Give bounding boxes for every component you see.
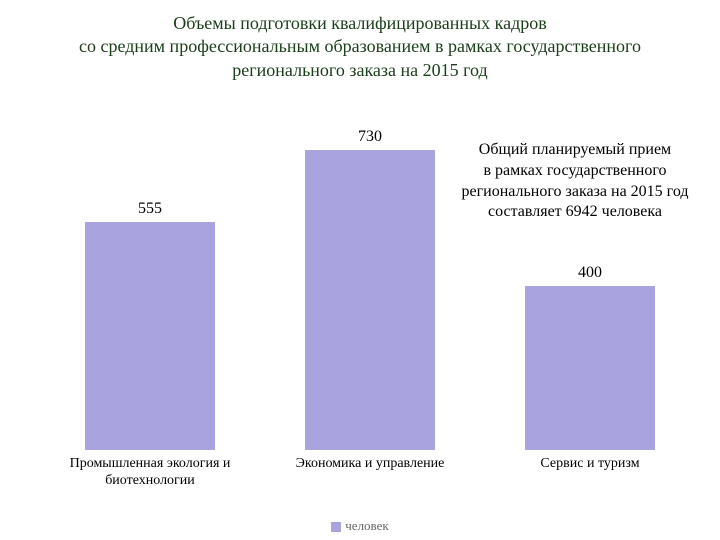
bar-value-label: 400 (578, 264, 602, 282)
bar-group: 730Экономика и управление (290, 128, 450, 450)
title-line: со средним профессиональным образованием… (20, 35, 700, 58)
annotation-text: Общий планируемый приемв рамках государс… (440, 140, 710, 223)
annotation-line: составляет 6942 человека (440, 202, 710, 223)
annotation-line: регионального заказа на 2015 год (440, 182, 710, 203)
bar-category-label: Промышленная экология и биотехнологии (50, 456, 250, 490)
legend-label: человек (345, 518, 388, 533)
bar-value-label: 555 (138, 200, 162, 218)
legend: человек (0, 518, 720, 534)
chart-title: Объемы подготовки квалифицированных кадр… (0, 0, 720, 82)
chart-area: Общий планируемый приемв рамках государс… (0, 110, 720, 490)
annotation-line: в рамках государственного (440, 161, 710, 182)
title-line: регионального заказа на 2015 год (20, 59, 700, 82)
bar (85, 222, 215, 450)
bar (525, 286, 655, 450)
legend-swatch (331, 522, 341, 532)
bar-category-label: Экономика и управление (270, 456, 470, 473)
bar-category-label: Сервис и туризм (490, 456, 690, 473)
title-line: Объемы подготовки квалифицированных кадр… (20, 12, 700, 35)
bar-group: 400Сервис и туризм (510, 264, 670, 450)
bar-value-label: 730 (358, 128, 382, 146)
bar-group: 555Промышленная экология и биотехнологии (70, 200, 230, 450)
bar (305, 150, 435, 450)
annotation-line: Общий планируемый прием (440, 140, 710, 161)
